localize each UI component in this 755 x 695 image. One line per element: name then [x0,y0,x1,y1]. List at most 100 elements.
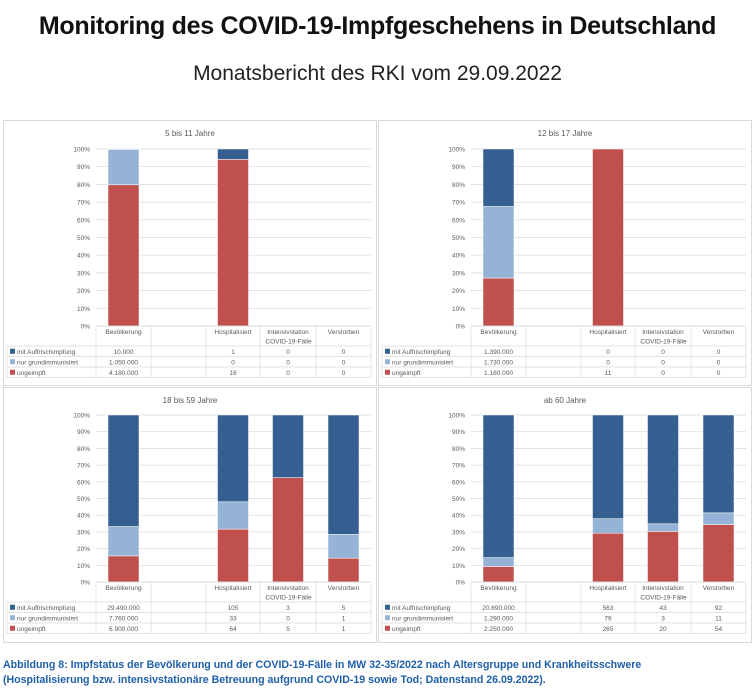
y-tick-label: 40% [77,513,90,520]
table-cell-value: 0 [286,370,290,377]
y-tick-label: 50% [452,496,465,503]
y-tick-label: 50% [77,235,90,242]
y-tick-label: 20% [77,288,90,295]
y-tick-label: 100% [73,147,90,154]
category-label: Bevölkerung [105,585,142,592]
bar-segment-ungeimpft [107,184,140,327]
table-cell-value: 3 [286,605,290,612]
table-cell-value: 2.250.000 [484,626,513,633]
legend-label: nur grundimmunisiert [17,359,78,366]
legend-label: ungeimpft [392,626,421,633]
table-cell-value: 0 [342,359,346,366]
bar-segment-nur-grundimmunisiert [482,206,515,279]
y-tick-label: 80% [77,446,90,453]
figure-caption: Abbildung 8: Impfstatus der Bevölkerung … [3,658,753,688]
caption-line-1: Abbildung 8: Impfstatus der Bevölkerung … [3,659,642,671]
chart-svg: ab 60 Jahre 0% 10% 20% 30% 40% 50% 60% 70% 80% 90%… [381,396,747,634]
bar-segment-ungeimpft [272,477,304,583]
y-tick-label: 60% [452,479,465,486]
bar-segment-nur-grundimmunisiert [327,534,360,559]
caption-line-2: (Hospitalisierung bzw. intensivstationär… [3,674,546,686]
bar-segment-ungeimpft [482,566,515,583]
table-cell-value: 16 [229,370,237,377]
chart-panel-ab-60: ab 60 Jahre 0% 10% 20% 30% 40% 50% 60% 70% 80% 90%… [378,387,752,643]
table-cell-value: 1 [231,349,235,356]
table-cell-value: 0 [231,359,235,366]
y-tick-label: 30% [77,270,90,277]
y-tick-label: 0% [81,324,91,331]
chart-svg: 18 bis 59 Jahre 0% 10% 20% 30% 40% 50% 60% 70% 80… [6,396,372,634]
legend-label: nur grundimmunisiert [392,615,453,622]
group-label: COVID-19-Fälle [265,595,312,602]
group-label: COVID-19-Fälle [265,339,312,346]
table-cell-value: 64 [229,626,237,633]
y-tick-label: 80% [452,182,465,189]
chart-title: 18 bis 59 Jahre [163,396,218,405]
category-label: Hospitalisiert [214,585,251,592]
table-cell-value: 0 [717,349,721,356]
chart-panel-5-11: 5 bis 11 Jahre 0% 10% 20% 30% 40% 50% 60% 70% 80%… [3,120,377,386]
table-cell-value: 1 [342,626,346,633]
y-tick-label: 10% [77,563,90,570]
chart-panel-12-17: 12 bis 17 Jahre 0% 10% 20% 30% 40% 50% 60% 70% 80… [378,120,752,386]
legend-label: nur grundimmunisiert [392,359,453,366]
y-tick-label: 90% [77,164,90,171]
bar-segment-mit-auffrischimpfung [107,414,140,527]
bar-segment-mit-auffrischimpfung [647,414,679,525]
y-tick-label: 40% [452,253,465,260]
category-label: Bevölkerung [480,329,517,336]
y-tick-label: 10% [452,306,465,313]
group-label: COVID-19-Fälle [640,339,687,346]
y-tick-label: 70% [452,463,465,470]
bar-segment-mit-auffrischimpfung [217,148,249,160]
y-tick-label: 30% [452,529,465,536]
category-label: Bevölkerung [480,585,517,592]
table-cell-value: 54 [715,626,723,633]
legend-swatch [10,369,15,375]
bar-segment-ungeimpft [217,159,249,327]
table-cell-value: 79 [604,615,612,622]
y-tick-label: 100% [448,147,465,154]
legend-label: mit Auffrischimpfung [392,349,451,356]
table-cell-value: 265 [603,626,614,633]
chart-title: 5 bis 11 Jahre [165,129,215,138]
category-label: Verstorben [328,585,360,592]
chart-panel-18-59: 18 bis 59 Jahre 0% 10% 20% 30% 40% 50% 60% 70% 80… [3,387,377,643]
legend-swatch [10,615,15,621]
bar-segment-mit-auffrischimpfung [482,414,515,558]
y-tick-label: 90% [452,164,465,171]
category-label: Hospitalisiert [589,585,626,592]
legend-swatch [385,369,390,375]
y-tick-label: 40% [452,513,465,520]
y-tick-label: 80% [452,446,465,453]
bar-segment-ungeimpft [107,555,140,583]
bar-segment-nur-grundimmunisiert [592,518,624,534]
table-cell-value: 7.760.000 [109,615,138,622]
table-cell-value: 11 [605,370,612,377]
table-cell-value: 4.180.000 [109,370,138,377]
category-label: Intensivstation [267,585,309,592]
legend-label: mit Auffrischimpfung [17,605,76,612]
table-cell-value: 563 [603,605,614,612]
bar-segment-ungeimpft [482,277,515,327]
y-tick-label: 0% [81,580,91,587]
table-cell-value: 3 [661,615,665,622]
category-label: Bevölkerung [105,329,142,336]
group-label: COVID-19-Fälle [640,595,687,602]
legend-swatch [10,625,15,631]
table-cell-value: 0 [717,370,721,377]
category-label: Intensivstation [642,585,684,592]
legend-swatch [385,348,390,354]
bar-segment-mit-auffrischimpfung [592,414,624,519]
y-tick-label: 60% [77,479,90,486]
chart-title: ab 60 Jahre [544,396,587,405]
page-subtitle: Monatsbericht des RKI vom 29.09.2022 [193,62,562,85]
y-tick-label: 80% [77,182,90,189]
table-cell-value: 5 [342,605,346,612]
table-cell-value: 0 [717,359,721,366]
y-tick-label: 100% [73,413,90,420]
table-cell-value: 0 [286,615,290,622]
y-tick-label: 30% [77,529,90,536]
chart-svg: 12 bis 17 Jahre 0% 10% 20% 30% 40% 50% 60% 70% 80… [381,129,747,378]
legend-swatch [10,348,15,354]
